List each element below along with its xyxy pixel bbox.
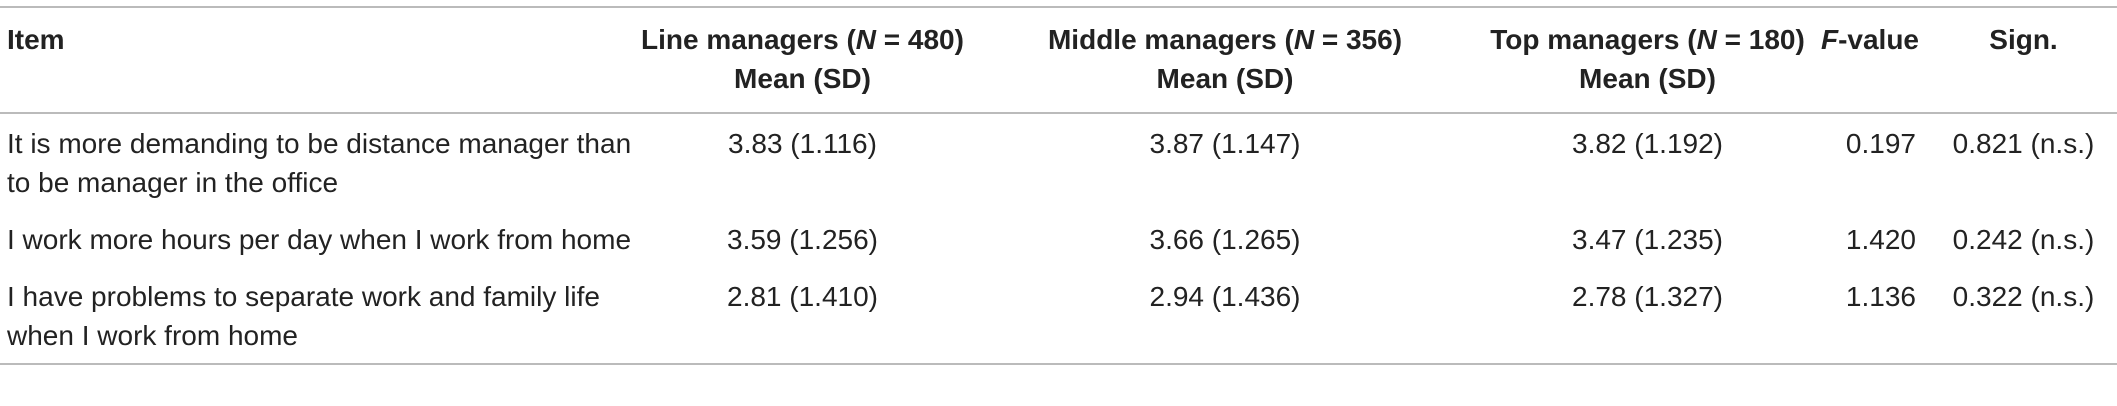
header-text: -value [1838,24,1920,55]
header-text: F [1820,24,1839,55]
header-row: Item Line managers (N = 480) Mean (SD) Mi… [0,7,2117,113]
value-cell: 0.821 (n.s.) [1952,128,2095,159]
table-row: I work more hours per day when I work fr… [0,210,2117,267]
header-cell: F-value [1810,7,1930,113]
item-cell: I have problems to separate work and fam… [7,281,600,351]
value-cell: 3.59 (1.256) [727,224,878,255]
header-text: N [1293,24,1315,55]
value-cell: 1.136 [1845,281,1916,312]
header-text: Top managers ( [1490,24,1697,55]
value-cell: 2.81 (1.410) [727,281,878,312]
value-cell: 3.82 (1.192) [1572,128,1723,159]
value-cell: 3.47 (1.235) [1572,224,1723,255]
value-cell: 3.87 (1.147) [1149,128,1301,159]
header-text: = 480) [876,24,964,55]
item-cell: It is more demanding to be distance mana… [7,128,632,198]
item-cell: I work more hours per day when I work fr… [7,224,632,255]
header-text: Mean (SD) [734,63,871,94]
header-text: Middle managers ( [1047,24,1294,55]
header-cell: Item [7,24,65,55]
value-cell: 1.420 [1845,224,1916,255]
value-cell: 0.197 [1845,128,1916,159]
value-cell: 3.83 (1.116) [728,128,877,159]
table-row: It is more demanding to be distance mana… [0,113,2117,210]
header-text: = 356) [1314,24,1403,55]
table: Item Line managers (N = 480) Mean (SD) Mi… [0,6,2117,365]
header-text: N [1696,24,1717,55]
header-cell: Line managers (N = 480) Mean (SD) [640,7,965,113]
table-body: It is more demanding to be distance mana… [0,113,2117,364]
header-text: Mean (SD) [1156,63,1294,94]
header-cell: Top managers (N = 180) Mean (SD) [1485,7,1810,113]
header-cell: Middle managers (N = 356) Mean (SD) [965,7,1485,113]
header-text: N [855,24,876,55]
table-header: Item Line managers (N = 480) Mean (SD) Mi… [0,7,2117,113]
header-text: Line managers ( [641,24,856,55]
value-cell: 0.322 (n.s.) [1952,281,2095,312]
header-text: Mean (SD) [1579,63,1716,94]
value-cell: 2.78 (1.327) [1572,281,1723,312]
value-cell: 3.66 (1.265) [1149,224,1301,255]
header-cell: Sign. [1989,24,2058,55]
table-row: I have problems to separate work and fam… [0,267,2117,364]
value-cell: 2.94 (1.436) [1149,281,1301,312]
value-cell: 0.242 (n.s.) [1952,224,2095,255]
header-text: = 180) [1716,24,1805,55]
